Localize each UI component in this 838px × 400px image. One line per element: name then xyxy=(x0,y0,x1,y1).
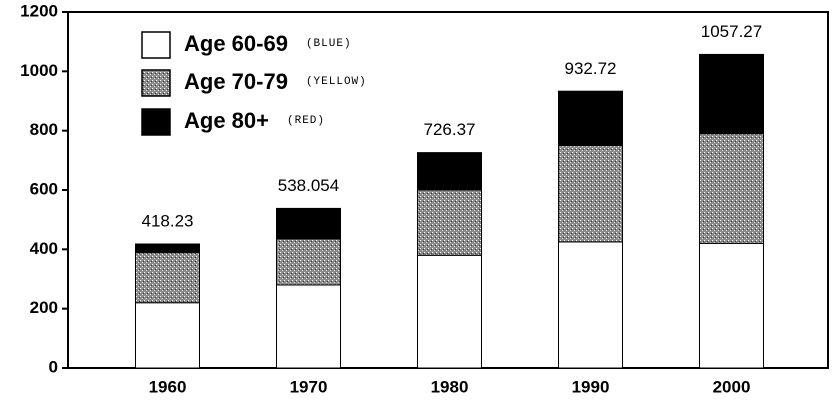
bar-segment xyxy=(417,189,482,256)
x-tick-label: 1980 xyxy=(431,377,469,396)
y-tick-label: 400 xyxy=(30,239,58,258)
x-tick-label: 1970 xyxy=(290,377,328,396)
legend-swatch xyxy=(141,31,171,59)
total-label: 932.72 xyxy=(565,59,617,78)
legend-note: (BLUE) xyxy=(306,38,352,50)
legend-swatch xyxy=(141,69,171,97)
bar-segment xyxy=(699,242,764,369)
legend-label: Age 80+ xyxy=(184,108,269,133)
bar-segment xyxy=(276,284,341,369)
legend-label: Age 60-69 xyxy=(184,31,288,56)
total-label: 538.054 xyxy=(278,176,339,195)
bar-segment xyxy=(699,133,764,244)
y-tick-label: 200 xyxy=(30,298,58,317)
bar-segment xyxy=(558,90,623,146)
y-tick-label: 600 xyxy=(30,179,58,198)
y-tick-label: 1200 xyxy=(20,1,58,20)
total-label: 726.37 xyxy=(424,120,476,139)
legend-note: (RED) xyxy=(287,115,325,127)
bar-segment xyxy=(276,238,341,286)
total-label: 418.23 xyxy=(142,211,194,230)
total-label: 1057.27 xyxy=(701,22,762,41)
bar-segment xyxy=(699,53,764,135)
bar-segment xyxy=(135,251,200,304)
bar-segment xyxy=(135,243,200,253)
x-tick-label: 2000 xyxy=(713,377,751,396)
bar-segment xyxy=(417,254,482,369)
legend-note: (YELLOW) xyxy=(306,76,367,88)
y-tick-label: 0 xyxy=(49,357,58,376)
bar-segment xyxy=(558,241,623,369)
legend-swatch xyxy=(141,108,171,136)
x-tick-label: 1960 xyxy=(149,377,187,396)
legend-label: Age 70-79 xyxy=(184,69,288,94)
bar-segment xyxy=(558,145,623,243)
x-tick-label: 1990 xyxy=(572,377,610,396)
bar-segment xyxy=(276,207,341,240)
bar-segment xyxy=(417,152,482,191)
bar-segment xyxy=(135,302,200,369)
y-tick-label: 1000 xyxy=(20,61,58,80)
y-tick-label: 800 xyxy=(30,120,58,139)
